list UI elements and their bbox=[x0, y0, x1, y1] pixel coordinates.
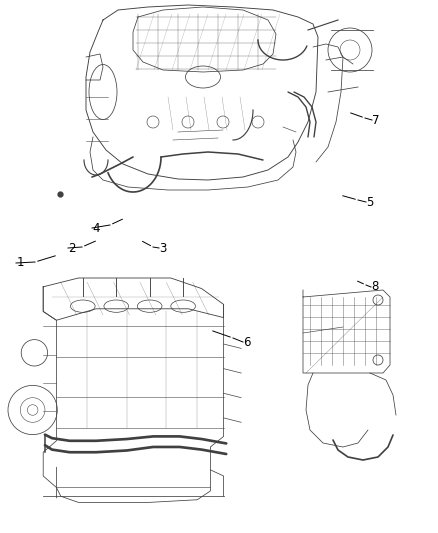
Text: 7: 7 bbox=[372, 114, 380, 126]
Text: 5: 5 bbox=[366, 196, 374, 208]
Text: 6: 6 bbox=[243, 335, 251, 349]
Text: 4: 4 bbox=[92, 222, 100, 235]
Text: 2: 2 bbox=[68, 241, 76, 254]
Text: 1: 1 bbox=[16, 256, 24, 270]
Text: 3: 3 bbox=[159, 241, 167, 254]
Text: 8: 8 bbox=[371, 280, 379, 294]
